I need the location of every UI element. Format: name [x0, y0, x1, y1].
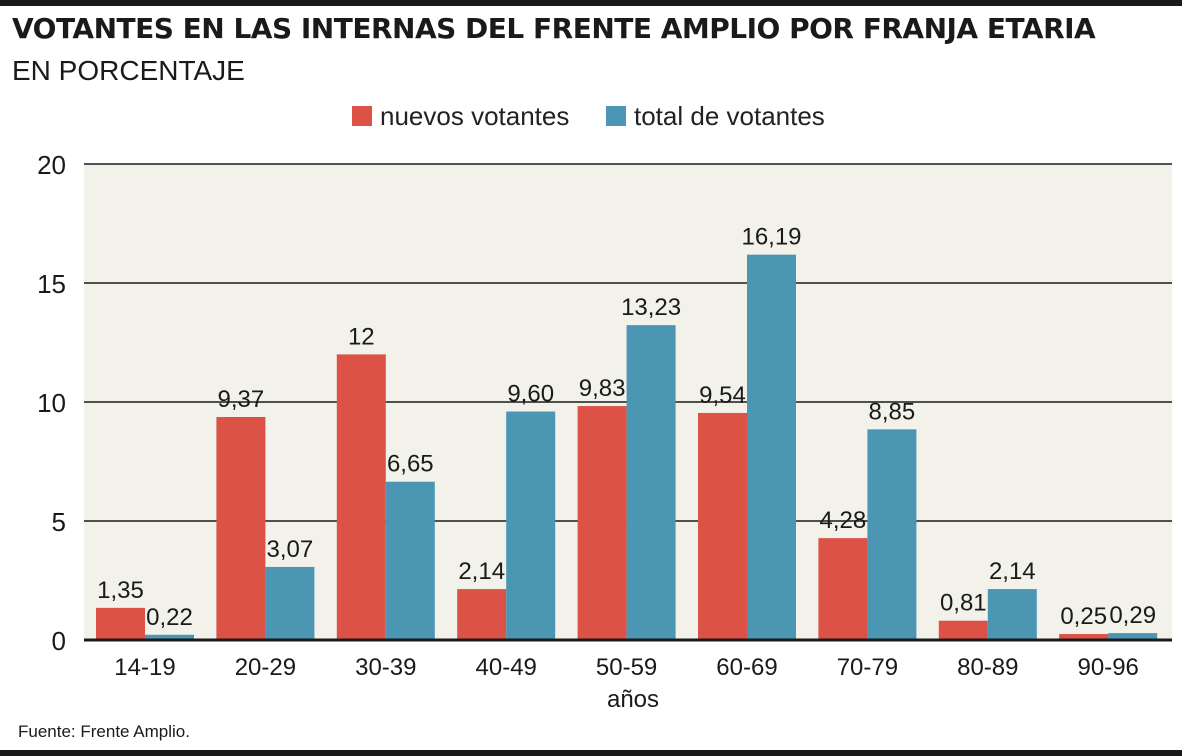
- bar: [747, 254, 796, 641]
- legend-item-total-de-votantes: total de votantes: [606, 98, 825, 134]
- data-label: 9,54: [699, 382, 746, 409]
- bar: [987, 589, 1037, 640]
- data-label: 3,07: [267, 536, 314, 563]
- data-label: 9,83: [579, 375, 626, 402]
- data-label: 9,37: [218, 386, 265, 413]
- x-tick-label: 30-39: [355, 654, 416, 681]
- x-tick-label: 80-89: [957, 654, 1018, 681]
- bar: [145, 634, 194, 640]
- legend-swatch-nuevos-votantes: [352, 106, 372, 126]
- data-label: 2,14: [989, 558, 1036, 585]
- legend-label-total-de-votantes: total de votantes: [634, 100, 825, 131]
- y-tick-label: 0: [52, 626, 66, 656]
- x-axis-label: años: [607, 686, 659, 713]
- data-label: 0,81: [940, 590, 987, 617]
- legend-item-nuevos-votantes: nuevos votantes: [352, 98, 569, 134]
- bar: [818, 538, 868, 640]
- data-label: 13,23: [621, 294, 681, 321]
- bar: [626, 325, 676, 640]
- data-label: 0,22: [146, 604, 193, 631]
- data-label: 4,28: [820, 507, 867, 534]
- bar: [96, 607, 145, 640]
- bar: [336, 354, 386, 640]
- bar: [385, 481, 435, 640]
- data-label: 1,35: [97, 577, 144, 604]
- data-label: 2,14: [458, 558, 505, 585]
- bar: [1059, 634, 1109, 640]
- top-rule: [0, 0, 1182, 6]
- data-label: 12: [348, 323, 375, 350]
- bar: [1108, 633, 1158, 640]
- bar: [506, 411, 556, 640]
- bar: [938, 620, 988, 640]
- x-tick-label: 14-19: [114, 654, 175, 681]
- x-tick-label: 70-79: [837, 654, 898, 681]
- bar: [577, 406, 627, 640]
- data-label: 9,60: [507, 381, 554, 408]
- x-tick-label: 40-49: [476, 654, 537, 681]
- bar: [867, 429, 917, 640]
- bar: [457, 589, 507, 640]
- x-tick-label: 20-29: [235, 654, 296, 681]
- data-label: 8,85: [869, 398, 916, 425]
- y-tick-label: 15: [37, 269, 66, 299]
- chart-subtitle: EN PORCENTAJE: [12, 55, 245, 86]
- x-tick-label: 50-59: [596, 654, 657, 681]
- y-tick-label: 20: [37, 150, 66, 180]
- data-label: 0,25: [1060, 603, 1107, 630]
- data-label: 0,29: [1109, 602, 1156, 629]
- source-note: Fuente: Frente Amplio.: [18, 722, 190, 741]
- legend-label-nuevos-votantes: nuevos votantes: [380, 100, 570, 131]
- bottom-rule: [0, 750, 1182, 756]
- data-label: 6,65: [387, 451, 434, 478]
- y-tick-label: 10: [37, 388, 66, 418]
- y-tick-label: 5: [52, 507, 66, 537]
- bar: [698, 412, 747, 640]
- bar: [265, 566, 315, 640]
- legend: nuevos votantes total de votantes: [0, 98, 1182, 134]
- chart-title: VOTANTES EN LAS INTERNAS DEL FRENTE AMPL…: [12, 12, 1096, 45]
- bar: [216, 416, 266, 640]
- x-tick-label: 60-69: [716, 654, 777, 681]
- data-label: 16,19: [741, 224, 801, 251]
- x-tick-label: 90-96: [1078, 654, 1139, 681]
- legend-swatch-total-de-votantes: [606, 106, 626, 126]
